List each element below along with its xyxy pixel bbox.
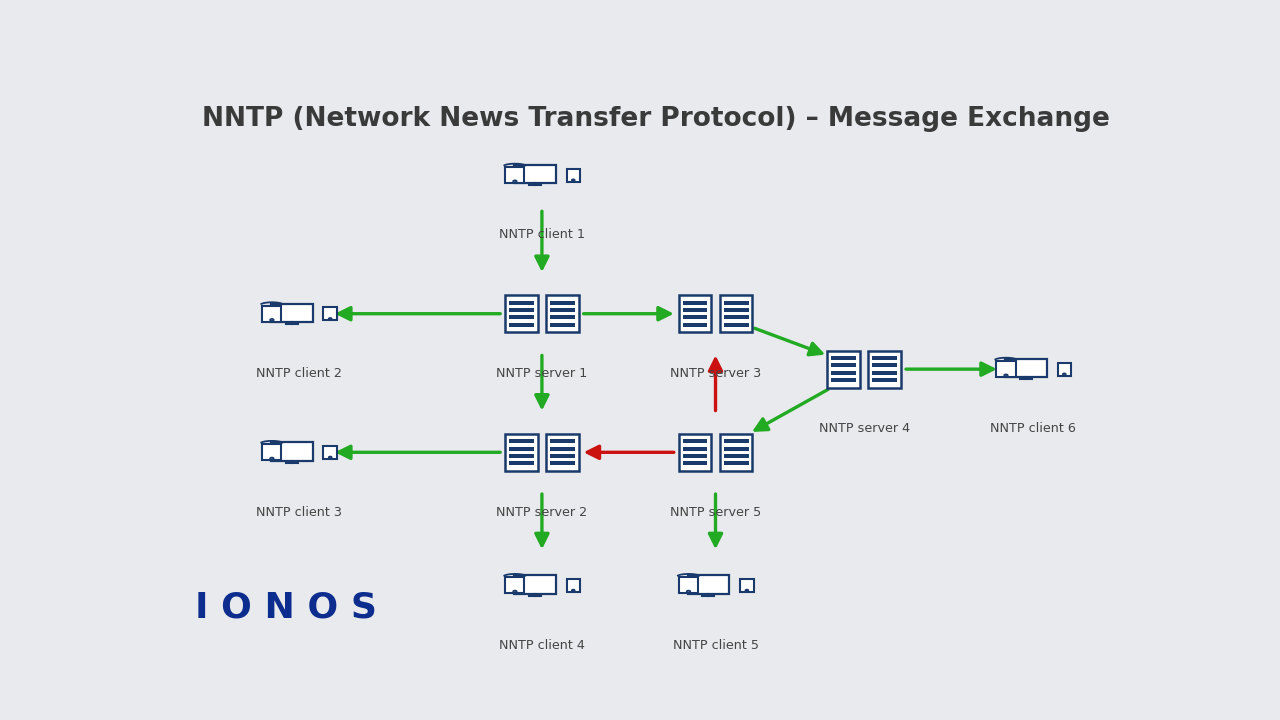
Text: I O N O S: I O N O S — [195, 590, 376, 624]
FancyBboxPatch shape — [550, 315, 575, 320]
FancyBboxPatch shape — [509, 315, 534, 320]
Text: NNTP client 5: NNTP client 5 — [672, 639, 759, 652]
FancyBboxPatch shape — [723, 308, 749, 312]
Text: NNTP server 5: NNTP server 5 — [669, 505, 762, 518]
Text: NNTP client 6: NNTP client 6 — [989, 423, 1076, 436]
FancyBboxPatch shape — [831, 378, 856, 382]
FancyBboxPatch shape — [509, 446, 534, 451]
FancyBboxPatch shape — [719, 295, 753, 332]
FancyBboxPatch shape — [515, 165, 556, 184]
FancyBboxPatch shape — [547, 434, 579, 471]
FancyBboxPatch shape — [262, 306, 282, 322]
FancyBboxPatch shape — [678, 295, 712, 332]
Text: NNTP server 1: NNTP server 1 — [497, 367, 588, 380]
FancyBboxPatch shape — [324, 307, 337, 320]
FancyBboxPatch shape — [996, 361, 1015, 377]
FancyBboxPatch shape — [509, 308, 534, 312]
FancyBboxPatch shape — [504, 295, 538, 332]
FancyBboxPatch shape — [740, 579, 754, 592]
FancyBboxPatch shape — [509, 454, 534, 458]
FancyBboxPatch shape — [1057, 363, 1071, 376]
FancyBboxPatch shape — [831, 356, 856, 360]
FancyBboxPatch shape — [719, 434, 753, 471]
FancyBboxPatch shape — [271, 442, 312, 461]
FancyBboxPatch shape — [873, 364, 897, 367]
FancyBboxPatch shape — [1005, 359, 1047, 377]
Text: NNTP client 1: NNTP client 1 — [499, 228, 585, 241]
FancyBboxPatch shape — [723, 454, 749, 458]
Text: NNTP (Network News Transfer Protocol) – Message Exchange: NNTP (Network News Transfer Protocol) – … — [202, 106, 1110, 132]
FancyBboxPatch shape — [723, 462, 749, 465]
FancyBboxPatch shape — [324, 446, 337, 459]
FancyBboxPatch shape — [723, 300, 749, 305]
Text: NNTP client 2: NNTP client 2 — [256, 367, 342, 380]
FancyBboxPatch shape — [509, 439, 534, 444]
Text: NNTP server 4: NNTP server 4 — [819, 423, 910, 436]
FancyBboxPatch shape — [831, 371, 856, 375]
FancyBboxPatch shape — [682, 439, 708, 444]
FancyBboxPatch shape — [682, 315, 708, 320]
FancyBboxPatch shape — [682, 462, 708, 465]
FancyBboxPatch shape — [550, 462, 575, 465]
FancyBboxPatch shape — [831, 364, 856, 367]
FancyBboxPatch shape — [509, 300, 534, 305]
FancyBboxPatch shape — [873, 371, 897, 375]
FancyBboxPatch shape — [873, 378, 897, 382]
FancyBboxPatch shape — [550, 446, 575, 451]
FancyBboxPatch shape — [868, 351, 901, 387]
FancyBboxPatch shape — [506, 577, 525, 593]
FancyBboxPatch shape — [682, 323, 708, 327]
FancyBboxPatch shape — [550, 439, 575, 444]
FancyBboxPatch shape — [567, 168, 580, 181]
FancyBboxPatch shape — [723, 315, 749, 320]
FancyBboxPatch shape — [678, 434, 712, 471]
FancyBboxPatch shape — [550, 308, 575, 312]
FancyBboxPatch shape — [678, 577, 698, 593]
FancyBboxPatch shape — [515, 575, 556, 593]
FancyBboxPatch shape — [509, 462, 534, 465]
FancyBboxPatch shape — [550, 300, 575, 305]
FancyBboxPatch shape — [682, 446, 708, 451]
Text: NNTP server 3: NNTP server 3 — [669, 367, 762, 380]
FancyBboxPatch shape — [873, 356, 897, 360]
FancyBboxPatch shape — [723, 323, 749, 327]
FancyBboxPatch shape — [682, 454, 708, 458]
Text: NNTP client 4: NNTP client 4 — [499, 639, 585, 652]
FancyBboxPatch shape — [827, 351, 860, 387]
FancyBboxPatch shape — [550, 323, 575, 327]
FancyBboxPatch shape — [567, 579, 580, 592]
FancyBboxPatch shape — [723, 439, 749, 444]
FancyBboxPatch shape — [271, 304, 312, 322]
FancyBboxPatch shape — [262, 444, 282, 460]
FancyBboxPatch shape — [550, 454, 575, 458]
FancyBboxPatch shape — [547, 295, 579, 332]
Text: NNTP server 2: NNTP server 2 — [497, 505, 588, 518]
FancyBboxPatch shape — [682, 300, 708, 305]
FancyBboxPatch shape — [509, 323, 534, 327]
FancyBboxPatch shape — [506, 167, 525, 183]
Text: NNTP client 3: NNTP client 3 — [256, 505, 342, 518]
FancyBboxPatch shape — [723, 446, 749, 451]
FancyBboxPatch shape — [504, 434, 538, 471]
FancyBboxPatch shape — [687, 575, 730, 593]
FancyBboxPatch shape — [682, 308, 708, 312]
